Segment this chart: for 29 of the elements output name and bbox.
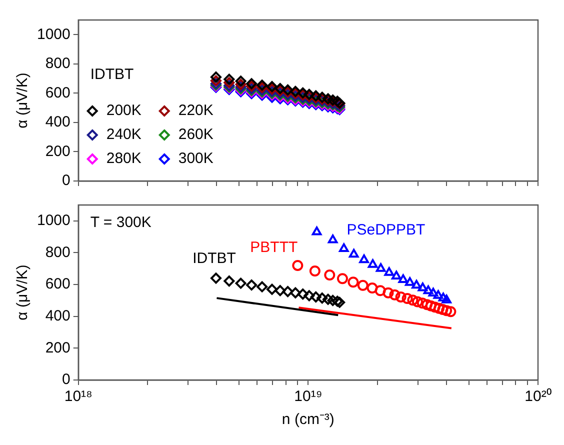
y-tick-label: 600: [45, 276, 70, 293]
x-tick-label: 10²⁰: [524, 388, 552, 406]
legend-label: 220K: [178, 102, 214, 120]
legend-label: 200K: [106, 102, 142, 120]
x-axis-title: n (cm⁻³): [282, 411, 334, 428]
y-tick-label: 1000: [36, 26, 70, 43]
legend-label: 240K: [106, 126, 142, 144]
y-tick-label: 400: [45, 308, 70, 325]
legend-label: 300K: [178, 150, 214, 168]
x-tick-label: 10¹⁸: [64, 388, 92, 406]
annotation: T = 300K: [90, 214, 152, 232]
y-axis-title: α (μV/K): [14, 72, 32, 128]
y-tick-label: 1000: [36, 212, 70, 230]
legend-label: 280K: [106, 150, 142, 168]
legend-label: 260K: [178, 126, 214, 144]
y-tick-label: 200: [45, 142, 70, 160]
series-label: IDTBT: [192, 250, 236, 267]
series-label: PSeDPPBT: [346, 222, 426, 239]
y-tick-label: 0: [62, 371, 70, 388]
annotation: IDTBT: [90, 66, 134, 84]
y-tick-label: 600: [45, 84, 70, 102]
y-tick-label: 400: [45, 114, 70, 131]
y-axis-title: α (μV/K): [14, 264, 32, 320]
y-tick-label: 0: [62, 172, 70, 190]
y-tick-label: 800: [45, 244, 70, 261]
series-label: PBTTT: [250, 239, 298, 256]
y-tick-label: 800: [45, 55, 70, 72]
x-tick-label: 10¹⁹: [294, 388, 322, 406]
y-tick-label: 200: [45, 339, 70, 356]
